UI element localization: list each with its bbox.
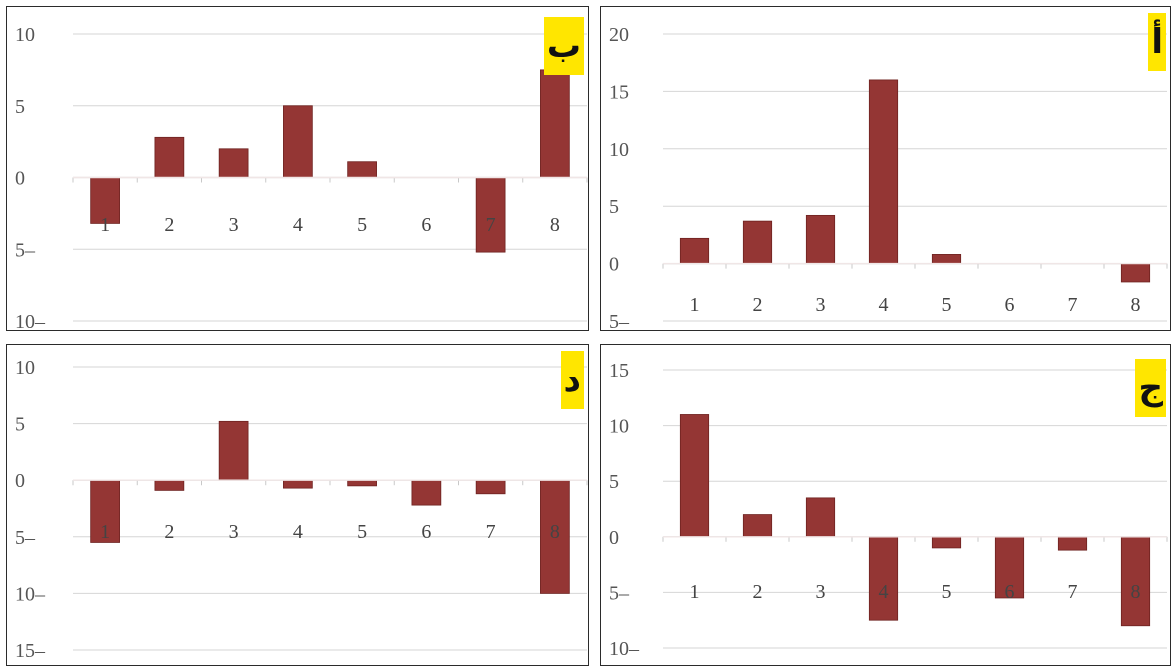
chart-c: 15 10 5 0 5– 10– 1 2 3 4 5 6 7 8: [609, 360, 1168, 660]
x-tick-label: 2: [753, 581, 763, 603]
x-tick-label: 8: [1131, 581, 1141, 603]
bar: [931, 254, 962, 265]
y-tick-label: 15–: [15, 640, 46, 662]
x-tick-label: 8: [550, 521, 560, 543]
y-tick-label: 10: [15, 24, 35, 46]
x-tick-label: 6: [421, 521, 431, 543]
bar: [347, 479, 377, 487]
y-tick-label: 10–: [15, 583, 46, 605]
x-tick-label: 5: [942, 294, 952, 316]
bar: [1057, 536, 1088, 551]
y-tick-label: 5–: [609, 311, 630, 331]
bar: [679, 414, 710, 538]
x-tick-label: 7: [486, 521, 496, 543]
chart-d: 10 5 0 5– 10– 15– 1 2 3 4 5 6 7 8: [15, 357, 588, 662]
y-tick-label: 10–: [609, 638, 640, 660]
bar: [1120, 263, 1151, 283]
y-tick-label: 15: [609, 81, 629, 103]
bar: [283, 479, 313, 489]
bar: [475, 177, 506, 253]
x-tick-label: 2: [164, 214, 174, 236]
x-tick-label: 1: [690, 294, 700, 316]
y-tick-label: 5–: [15, 527, 36, 549]
bar: [994, 536, 1025, 599]
y-tick-label: 10–: [15, 311, 46, 331]
bar: [868, 536, 899, 621]
bar: [283, 105, 313, 178]
x-tick-label: 2: [164, 521, 174, 543]
bar: [1120, 536, 1151, 627]
bar: [868, 79, 899, 264]
x-tick-label: 3: [816, 294, 826, 316]
x-tick-label: 5: [357, 214, 367, 236]
bar: [347, 161, 377, 178]
bar: [154, 479, 185, 491]
x-tick-label: 6: [1005, 294, 1015, 316]
x-tick-label: 4: [293, 521, 303, 543]
bar: [742, 514, 773, 538]
y-tick-label: 0: [15, 470, 25, 492]
y-tick-label: 5–: [609, 582, 630, 604]
chart-b: 10 5 0 5– 10– 1 2 3 4 5 6 7 8: [15, 24, 588, 331]
y-tick-label: 0: [15, 168, 25, 190]
x-tick-label: 7: [486, 214, 496, 236]
y-tick-label: 5: [609, 471, 619, 493]
panel-label-c: ج: [1135, 359, 1166, 417]
x-tick-label: 5: [357, 521, 367, 543]
chart-panel-a: 20 15 10 5 0 5– 1 2 3 4 5 6 7 8 أ: [600, 6, 1171, 331]
chart-a: 20 15 10 5 0 5– 1 2 3 4 5 6 7 8: [609, 24, 1168, 331]
bar: [805, 497, 836, 538]
chart-panel-c: 15 10 5 0 5– 10– 1 2 3 4 5 6 7 8 ج: [600, 344, 1171, 666]
chart-panel-d: 10 5 0 5– 10– 15– 1 2 3 4 5 6 7 8 د: [6, 344, 589, 666]
chart-panel-b: 10 5 0 5– 10– 1 2 3 4 5 6 7 8 ب: [6, 6, 589, 331]
x-tick-label: 1: [100, 521, 110, 543]
bar: [742, 220, 773, 264]
panel-label-b: ب: [543, 17, 584, 75]
x-tick-label: 6: [1005, 581, 1015, 603]
x-tick-label: 4: [293, 214, 303, 236]
x-tick-label: 8: [550, 214, 560, 236]
bar: [411, 479, 442, 506]
x-tick-label: 3: [816, 581, 826, 603]
x-tick-label: 7: [1068, 294, 1078, 316]
y-tick-label: 15: [609, 360, 629, 382]
x-tick-label: 1: [690, 581, 700, 603]
x-tick-label: 6: [421, 214, 431, 236]
y-tick-label: 0: [609, 527, 619, 549]
y-tick-label: 10: [609, 416, 629, 438]
panel-label-d: د: [560, 351, 584, 409]
bar: [154, 136, 185, 178]
y-tick-label: 0: [609, 254, 619, 276]
bar: [218, 148, 249, 178]
y-tick-label: 10: [15, 357, 35, 379]
x-tick-label: 7: [1068, 581, 1078, 603]
bar: [540, 69, 570, 178]
y-tick-label: 5: [15, 414, 25, 436]
y-tick-label: 5: [609, 196, 619, 218]
bar: [679, 237, 710, 264]
y-tick-label: 5–: [15, 239, 36, 261]
x-tick-label: 3: [229, 214, 239, 236]
x-tick-label: 8: [1131, 294, 1141, 316]
bar: [218, 420, 249, 481]
bar: [90, 479, 120, 543]
x-tick-label: 4: [879, 294, 889, 316]
bar: [931, 536, 962, 549]
x-tick-label: 2: [753, 294, 763, 316]
x-tick-label: 3: [229, 521, 239, 543]
panel-label-a: أ: [1148, 13, 1166, 71]
bar: [805, 214, 836, 265]
y-tick-label: 10: [609, 139, 629, 161]
x-tick-label: 4: [879, 581, 889, 603]
bar: [475, 479, 506, 495]
bar: [90, 177, 120, 224]
x-tick-label: 1: [100, 214, 110, 236]
y-tick-label: 20: [609, 24, 629, 46]
x-tick-label: 5: [942, 581, 952, 603]
y-tick-label: 5: [15, 96, 25, 118]
